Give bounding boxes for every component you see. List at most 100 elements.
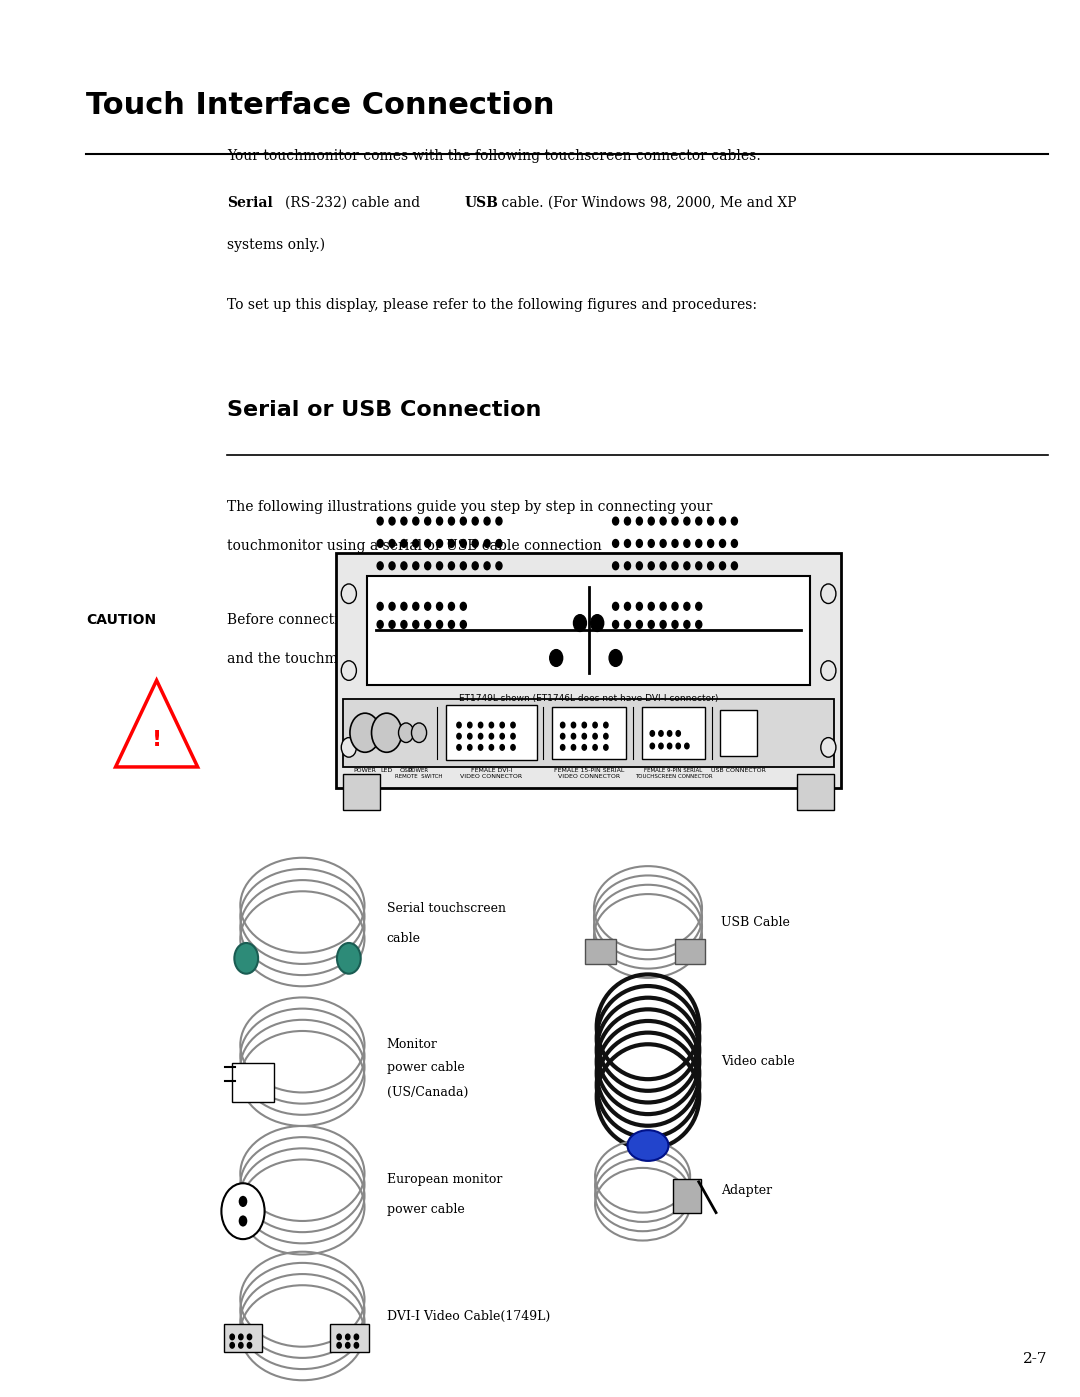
Circle shape <box>624 562 631 570</box>
Circle shape <box>354 1334 359 1340</box>
Circle shape <box>650 743 654 749</box>
Circle shape <box>496 539 502 548</box>
Circle shape <box>247 1343 252 1348</box>
Circle shape <box>472 517 478 525</box>
Text: CAUTION: CAUTION <box>86 613 157 627</box>
Circle shape <box>685 743 689 749</box>
Circle shape <box>472 562 478 570</box>
Circle shape <box>591 615 604 631</box>
Circle shape <box>372 712 402 752</box>
Circle shape <box>496 517 502 525</box>
Text: power cable: power cable <box>387 1060 464 1074</box>
Circle shape <box>436 517 443 525</box>
Ellipse shape <box>627 1130 669 1161</box>
Circle shape <box>636 517 643 525</box>
FancyBboxPatch shape <box>720 710 757 756</box>
Circle shape <box>399 724 414 743</box>
Circle shape <box>413 620 419 629</box>
Circle shape <box>377 620 383 629</box>
Circle shape <box>489 722 494 728</box>
Circle shape <box>821 738 836 757</box>
Circle shape <box>650 731 654 736</box>
Circle shape <box>707 562 714 570</box>
Circle shape <box>571 733 576 739</box>
Circle shape <box>612 620 619 629</box>
Circle shape <box>582 733 586 739</box>
Circle shape <box>511 722 515 728</box>
Text: !: ! <box>151 731 162 750</box>
Circle shape <box>624 620 631 629</box>
Circle shape <box>612 562 619 570</box>
Polygon shape <box>116 680 198 767</box>
Text: Serial: Serial <box>227 196 272 210</box>
Circle shape <box>457 733 461 739</box>
Circle shape <box>684 562 690 570</box>
Circle shape <box>448 517 455 525</box>
Circle shape <box>604 733 608 739</box>
Circle shape <box>221 1183 265 1239</box>
Circle shape <box>460 620 467 629</box>
Circle shape <box>593 745 597 750</box>
Circle shape <box>389 539 395 548</box>
Circle shape <box>413 602 419 610</box>
FancyBboxPatch shape <box>330 1324 369 1352</box>
Circle shape <box>676 731 680 736</box>
Circle shape <box>457 722 461 728</box>
Circle shape <box>478 733 483 739</box>
FancyBboxPatch shape <box>232 1063 274 1102</box>
Text: touchmonitor using a serial or USB cable connection: touchmonitor using a serial or USB cable… <box>227 539 602 553</box>
Circle shape <box>719 539 726 548</box>
FancyBboxPatch shape <box>675 939 705 964</box>
Circle shape <box>719 562 726 570</box>
Circle shape <box>561 745 565 750</box>
Ellipse shape <box>234 943 258 974</box>
Circle shape <box>389 562 395 570</box>
Circle shape <box>448 539 455 548</box>
Circle shape <box>561 722 565 728</box>
Circle shape <box>484 517 490 525</box>
Circle shape <box>401 620 407 629</box>
Text: (US/Canada): (US/Canada) <box>387 1085 468 1099</box>
Circle shape <box>500 745 504 750</box>
Circle shape <box>659 731 663 736</box>
Circle shape <box>341 738 356 757</box>
Text: Before connecting the cables to your touchmonitor and PC, be sure that the compu: Before connecting the cables to your tou… <box>227 613 836 627</box>
Circle shape <box>424 620 431 629</box>
FancyBboxPatch shape <box>585 939 616 964</box>
Text: FEMALE 9-PIN SERIAL
TOUCHSCREEN CONNECTOR: FEMALE 9-PIN SERIAL TOUCHSCREEN CONNECTO… <box>635 768 712 780</box>
FancyBboxPatch shape <box>552 707 626 759</box>
Circle shape <box>571 722 576 728</box>
Text: USB CONNECTOR: USB CONNECTOR <box>712 768 766 774</box>
Circle shape <box>424 562 431 570</box>
Circle shape <box>696 620 702 629</box>
FancyBboxPatch shape <box>642 707 705 759</box>
Circle shape <box>468 745 472 750</box>
Circle shape <box>636 562 643 570</box>
Text: USB: USB <box>464 196 498 210</box>
Text: Monitor: Monitor <box>387 1038 437 1052</box>
Circle shape <box>624 602 631 610</box>
Circle shape <box>401 517 407 525</box>
Circle shape <box>460 517 467 525</box>
Circle shape <box>230 1334 234 1340</box>
Circle shape <box>659 743 663 749</box>
Circle shape <box>448 620 455 629</box>
FancyBboxPatch shape <box>446 705 537 760</box>
Circle shape <box>604 722 608 728</box>
Circle shape <box>696 539 702 548</box>
Circle shape <box>511 745 515 750</box>
Circle shape <box>821 584 836 604</box>
FancyBboxPatch shape <box>336 553 841 788</box>
Circle shape <box>582 745 586 750</box>
Circle shape <box>448 602 455 610</box>
Circle shape <box>350 712 380 752</box>
Circle shape <box>648 602 654 610</box>
Circle shape <box>660 517 666 525</box>
Circle shape <box>684 602 690 610</box>
Circle shape <box>612 539 619 548</box>
Text: cable: cable <box>387 932 420 946</box>
FancyBboxPatch shape <box>343 774 380 810</box>
Circle shape <box>230 1343 234 1348</box>
Circle shape <box>660 620 666 629</box>
Circle shape <box>436 539 443 548</box>
